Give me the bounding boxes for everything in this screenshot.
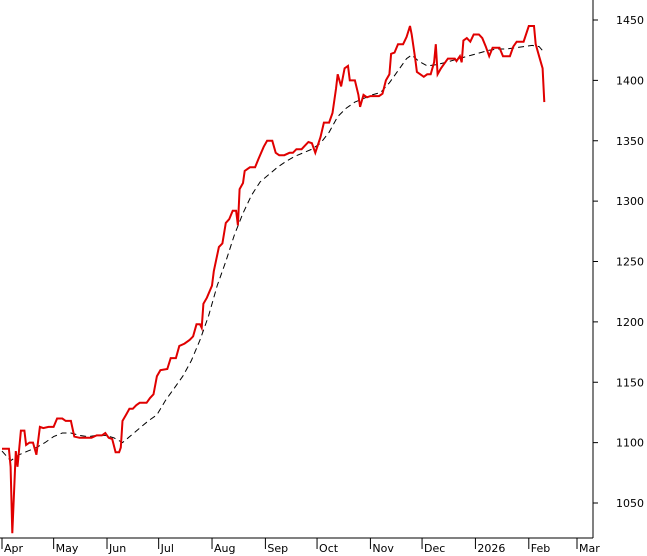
x-tick-label: Apr	[4, 542, 24, 555]
x-tick-label: Jun	[108, 542, 126, 555]
x-tick-label: Feb	[531, 542, 550, 555]
y-tick-label: 1350	[616, 135, 644, 148]
x-tick-label: Jul	[160, 542, 174, 555]
x-tick-label: 2026	[477, 542, 505, 555]
price-line	[2, 25, 546, 534]
x-tick-label: Nov	[372, 542, 394, 555]
plot-area	[1, 25, 546, 534]
x-tick-label: Mar	[579, 542, 600, 555]
y-tick-label: 1200	[616, 316, 644, 329]
y-tick-label: 1250	[616, 256, 644, 269]
moving-average-line	[1, 44, 545, 462]
x-tick-label: May	[56, 542, 79, 555]
y-tick-label: 1450	[616, 14, 644, 27]
x-tick-label: Oct	[319, 542, 339, 555]
y-tick-label: 1300	[616, 195, 644, 208]
x-tick-label: Dec	[424, 542, 445, 555]
y-tick-label: 1100	[616, 437, 644, 450]
x-tick-label: Sep	[267, 542, 288, 555]
y-tick-label: 1150	[616, 376, 644, 389]
x-tick-label: Aug	[214, 542, 235, 555]
y-tick-label: 1400	[616, 74, 644, 87]
y-tick-label: 1050	[616, 497, 644, 510]
